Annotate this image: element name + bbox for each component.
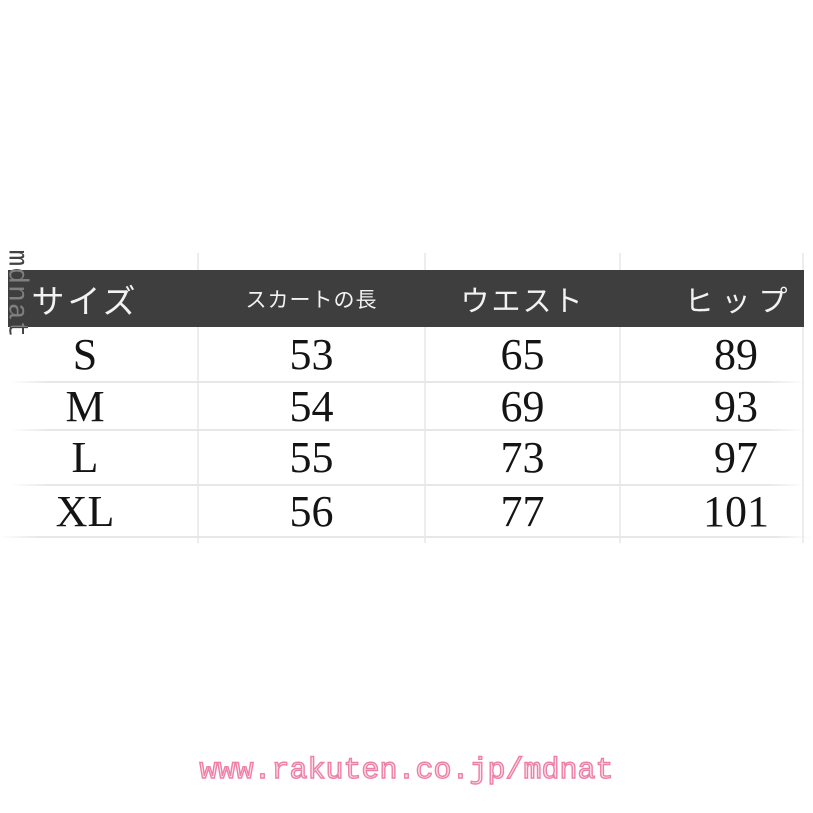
header-cell-hip: ヒップ	[684, 285, 796, 318]
cell-length: 56	[289, 486, 334, 536]
row-divider	[10, 484, 806, 486]
row-divider	[10, 429, 806, 431]
cell-size: L	[71, 433, 99, 482]
row-divider	[10, 381, 806, 383]
cell-waist: 77	[500, 486, 545, 536]
column-divider	[197, 253, 199, 543]
header-cell-waist: ウエスト	[460, 285, 585, 318]
cell-size: XL	[55, 486, 115, 536]
footer-shop-url: www.rakuten.co.jp/mdnat	[199, 753, 614, 788]
cell-hip: 93	[714, 381, 758, 431]
vertical-watermark: mdnat	[0, 249, 32, 339]
column-divider	[619, 253, 621, 543]
size-table-header: サイズ スカートの長 ウエスト ヒップ	[8, 270, 804, 327]
cell-hip: 97	[714, 433, 758, 482]
size-table: サイズ スカートの長 ウエスト ヒップ S 53 65 89 M 54 69 9…	[8, 270, 804, 537]
cell-hip: 89	[714, 330, 758, 379]
cell-waist: 65	[500, 330, 545, 379]
size-table-body: S 53 65 89 M 54 69 93 L 55 73 97 XL 56 7…	[8, 327, 804, 537]
header-cell-skirt-length: スカートの長	[245, 287, 378, 312]
cell-waist: 69	[500, 381, 545, 431]
column-divider	[424, 253, 426, 543]
cell-size: S	[72, 330, 98, 379]
row-divider	[0, 536, 813, 538]
header-cell-size: サイズ	[31, 284, 139, 321]
cell-length: 53	[289, 330, 334, 379]
cell-length: 55	[289, 433, 334, 482]
cell-hip: 101	[703, 486, 769, 536]
cell-size: M	[65, 381, 105, 431]
cell-waist: 73	[500, 433, 545, 482]
cell-length: 54	[289, 381, 334, 431]
column-divider	[802, 253, 804, 543]
